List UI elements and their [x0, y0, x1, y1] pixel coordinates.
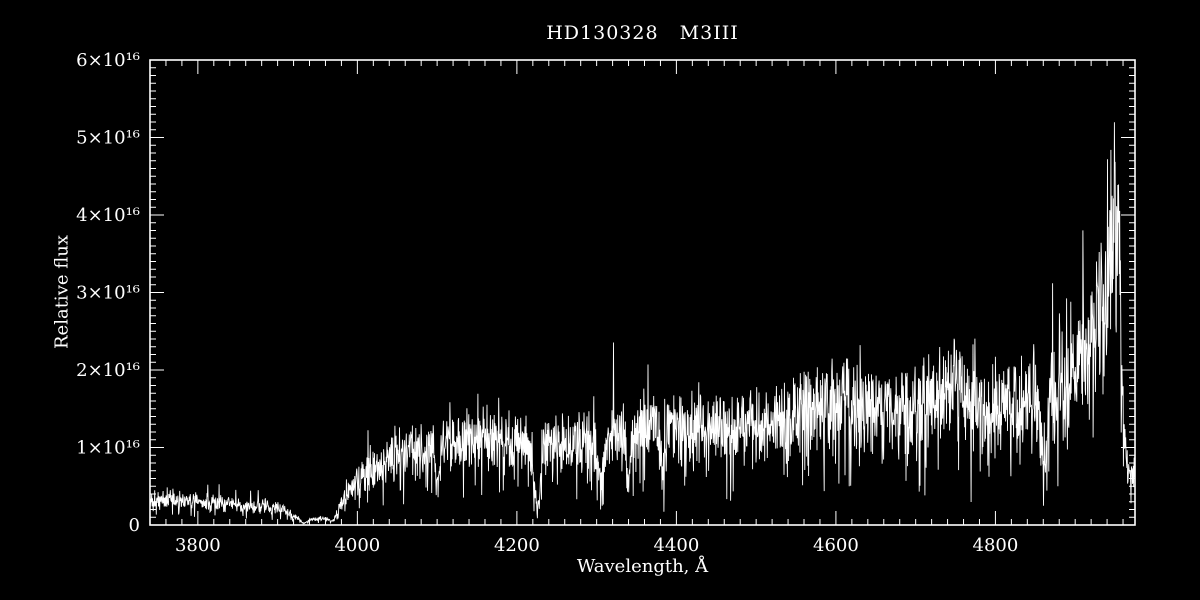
x-tick-label: 4000: [334, 535, 380, 556]
x-tick-label: 4200: [494, 535, 540, 556]
spectrum-line: [149, 122, 1136, 526]
y-tick-label: 1×10¹⁶: [76, 438, 140, 459]
y-tick-label: 4×10¹⁶: [76, 205, 140, 226]
x-tick-label: 4400: [653, 535, 699, 556]
y-tick-label: 5×10¹⁶: [76, 128, 140, 149]
y-tick-label: 2×10¹⁶: [76, 360, 140, 381]
chart-title: HD130328 M3III: [546, 22, 739, 44]
y-tick-label: 3×10¹⁶: [76, 283, 140, 304]
y-tick-label: 6×10¹⁶: [76, 50, 140, 71]
x-tick-label: 3800: [175, 535, 221, 556]
y-tick-label: 0: [129, 515, 140, 536]
x-tick-label: 4600: [813, 535, 859, 556]
y-axis-title: Relative flux: [51, 235, 73, 349]
x-axis-title: Wavelength, Å: [576, 556, 709, 577]
x-tick-label: 4800: [973, 535, 1019, 556]
